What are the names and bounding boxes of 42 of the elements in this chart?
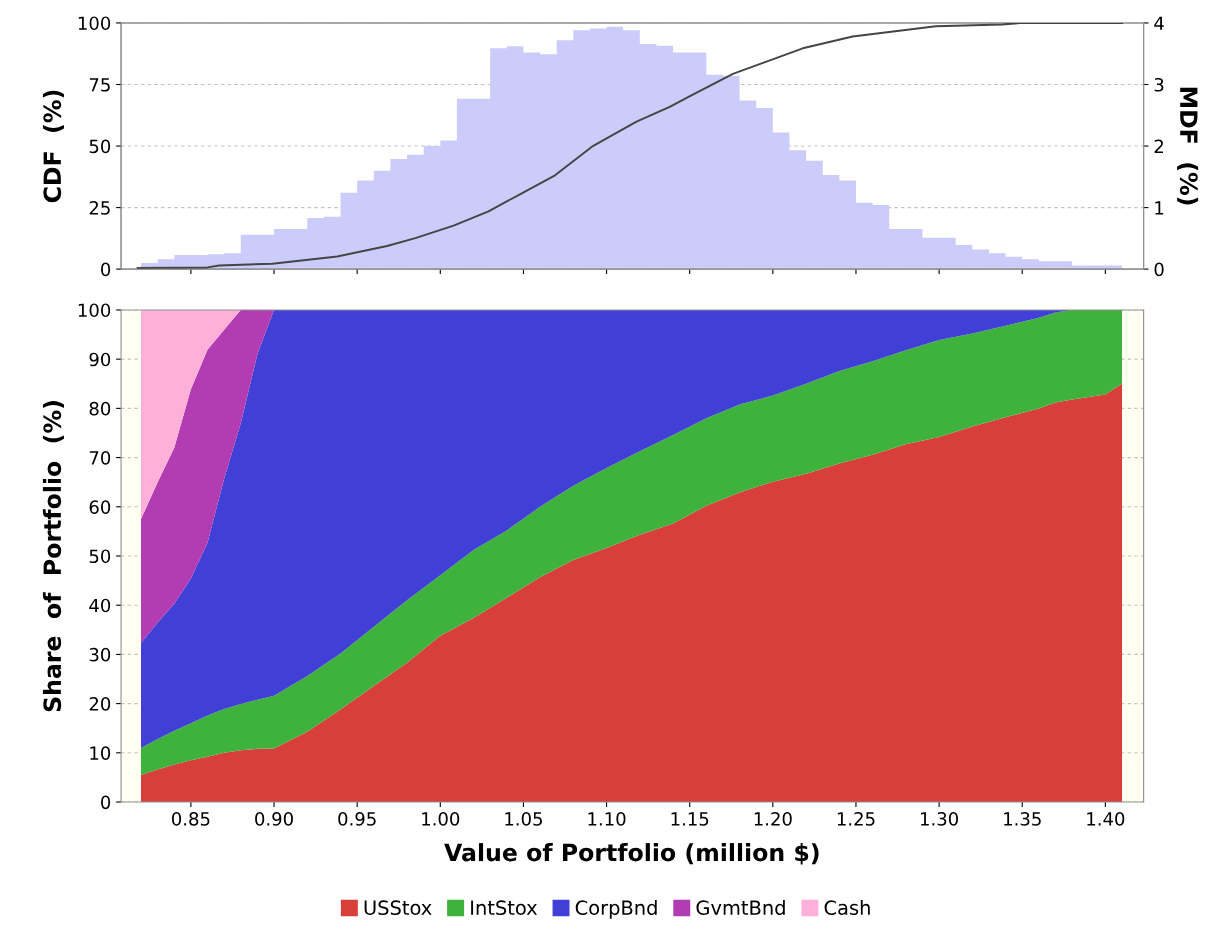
x-tick-label: 1.35	[1004, 812, 1041, 826]
x-tick-label: 1.00	[422, 812, 460, 826]
x-tick-label: 1.20	[754, 812, 792, 826]
legend-label: GvmtBnd	[696, 899, 785, 916]
y2-tick-label: 0	[1154, 262, 1164, 277]
legend-label: Cash	[824, 899, 870, 916]
y2-tick-label: 3	[1154, 77, 1164, 92]
y-tick-label: 0	[101, 262, 111, 277]
y-tick-label: 80	[89, 401, 111, 416]
y-tick-label: 100	[78, 303, 111, 318]
legend-label: CorpBnd	[575, 899, 657, 919]
y-tick-label: 70	[89, 451, 111, 465]
y-tick-label: 40	[89, 598, 111, 613]
x-tick-label: 1.25	[837, 812, 875, 826]
legend-label: IntStox	[471, 900, 538, 916]
x-tick-label: 1.40	[1087, 812, 1125, 826]
y-tick-label: 0	[101, 795, 111, 810]
y2-tick-label: 1	[1155, 201, 1164, 215]
y2-tick-label: 2	[1154, 139, 1164, 153]
y-tick-label: 100	[78, 16, 111, 31]
x-tick-label: 0.85	[171, 812, 210, 826]
y2-axis-title: MDF (%)	[1177, 87, 1199, 205]
x-axis-title: Value of Portfolio (million $)	[444, 843, 819, 865]
y-tick-label: 25	[89, 201, 110, 215]
y-axis-title: CDF (%)	[42, 90, 64, 203]
y-tick-label: 30	[89, 647, 111, 662]
x-tick-label: 1.30	[920, 812, 959, 826]
x-tick-label: 0.90	[255, 812, 293, 826]
x-tick-label: 0.95	[338, 812, 376, 826]
y-tick-label: 50	[89, 139, 111, 154]
legend-label: USStox	[364, 900, 432, 916]
x-tick-label: 1.10	[588, 812, 626, 826]
y-tick-label: 50	[89, 549, 111, 564]
y-tick-label: 75	[89, 78, 110, 92]
y2-tick-label: 4	[1154, 16, 1164, 30]
y-tick-label: 90	[89, 352, 111, 367]
y-axis-title: Share of Portfolio (%)	[42, 401, 64, 712]
y-tick-label: 10	[90, 746, 111, 760]
x-tick-label: 1.15	[671, 812, 709, 826]
y-tick-label: 60	[89, 500, 111, 514]
x-tick-label: 1.05	[505, 812, 542, 826]
y-tick-label: 20	[89, 697, 111, 711]
